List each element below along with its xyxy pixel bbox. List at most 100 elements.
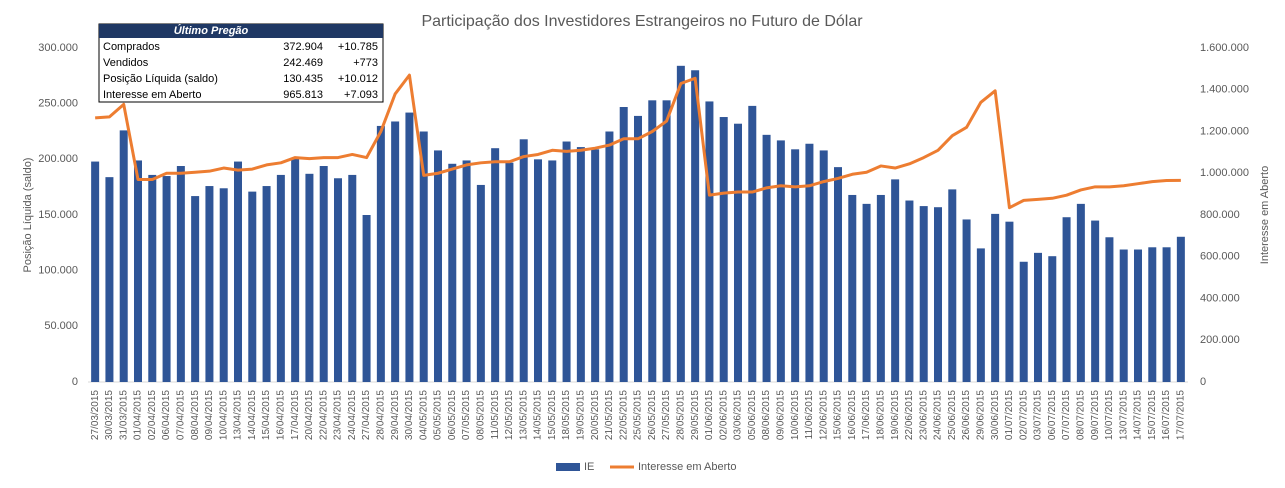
bar (191, 196, 200, 382)
x-tick-label: 10/06/2015 (790, 390, 801, 440)
x-tick-label: 13/04/2015 (233, 390, 244, 440)
x-tick-label: 27/03/2015 (90, 390, 101, 440)
x-tick-label: 17/07/2015 (1175, 390, 1186, 440)
x-tick-label: 24/04/2015 (347, 390, 358, 440)
x-tick-label: 15/07/2015 (1147, 390, 1158, 440)
x-tick-label: 01/07/2015 (1004, 390, 1015, 440)
bar (462, 160, 471, 382)
bar (948, 189, 957, 382)
x-tick-label: 02/07/2015 (1018, 390, 1029, 440)
y2ticks-label: 600.000 (1200, 251, 1240, 263)
x-tick-label: 29/05/2015 (690, 390, 701, 440)
table-cell: Comprados (103, 41, 160, 53)
yticks-label: 150.000 (38, 209, 78, 221)
x-tick-label: 08/04/2015 (190, 390, 201, 440)
bar (1176, 236, 1185, 382)
x-tick-label: 30/06/2015 (990, 390, 1001, 440)
bar (162, 176, 171, 382)
bar (1119, 249, 1128, 382)
x-tick-label: 10/04/2015 (218, 390, 229, 440)
x-tick-label: 06/07/2015 (1047, 390, 1058, 440)
bar (905, 200, 914, 382)
bar (219, 188, 228, 382)
bar (434, 150, 442, 382)
bar (1034, 252, 1042, 382)
x-tick-label: 14/05/2015 (533, 390, 544, 440)
table-header (99, 24, 383, 38)
y2ticks-label: 1.200.000 (1200, 125, 1249, 137)
x-tick-label: 05/06/2015 (747, 390, 758, 440)
x-tick-label: 06/04/2015 (161, 390, 172, 440)
yticks-label: 0 (72, 376, 78, 388)
y2ticks-label: 1.600.000 (1200, 42, 1249, 54)
bar (534, 159, 542, 382)
y2-axis-label: Interesse em Aberto (1259, 166, 1271, 264)
table-cell: Posição Líquida (saldo) (103, 73, 218, 85)
x-tick-label: 30/03/2015 (104, 390, 115, 440)
yticks-label: 100.000 (38, 265, 78, 277)
x-tick-label: 28/05/2015 (675, 390, 686, 440)
legend-label: IE (584, 461, 594, 473)
bar (148, 174, 157, 382)
x-tick-label: 24/06/2015 (933, 390, 944, 440)
x-tick-label: 12/06/2015 (818, 390, 829, 440)
y2ticks-label: 0 (1200, 376, 1206, 388)
bar (1105, 237, 1114, 382)
x-tick-label: 13/05/2015 (518, 390, 529, 440)
x-tick-label: 09/04/2015 (204, 390, 215, 440)
bar (1005, 221, 1014, 382)
bar (119, 130, 128, 382)
bar (876, 194, 885, 382)
x-tick-label: 23/06/2015 (918, 390, 929, 440)
x-tick-label: 14/04/2015 (247, 390, 258, 440)
x-tick-label: 09/07/2015 (1090, 390, 1101, 440)
x-tick-label: 06/05/2015 (447, 390, 458, 440)
x-tick-label: 13/07/2015 (1118, 390, 1129, 440)
y-axis-label: Posição Líquida (saldo) (22, 158, 34, 273)
bar (934, 207, 942, 382)
bar (1134, 249, 1142, 382)
x-tick-label: 31/03/2015 (118, 390, 129, 440)
x-tick-label: 16/07/2015 (1161, 390, 1172, 440)
yticks-label: 200.000 (38, 153, 78, 165)
bar (862, 203, 871, 382)
x-tick-label: 19/06/2015 (890, 390, 901, 440)
bar (576, 147, 585, 382)
bar (1048, 256, 1057, 382)
bar (234, 161, 242, 382)
bar (848, 194, 857, 382)
x-tick-label: 12/05/2015 (504, 390, 515, 440)
x-tick-label: 22/05/2015 (618, 390, 629, 440)
table-cell: 242.469 (283, 57, 323, 69)
x-tick-label: 08/06/2015 (761, 390, 772, 440)
bar (1148, 247, 1157, 382)
x-tick-label: 26/05/2015 (647, 390, 658, 440)
bar (776, 140, 785, 382)
yticks-label: 50.000 (44, 320, 78, 332)
x-tick-label: 25/06/2015 (947, 390, 958, 440)
x-tick-label: 07/07/2015 (1061, 390, 1072, 440)
y2ticks-label: 1.000.000 (1200, 167, 1249, 179)
x-tick-label: 01/06/2015 (704, 390, 715, 440)
y2ticks-label: 400.000 (1200, 292, 1240, 304)
x-tick-label: 27/05/2015 (661, 390, 672, 440)
x-tick-label: 11/05/2015 (490, 390, 501, 440)
bar (362, 215, 371, 382)
bar (834, 167, 842, 382)
bar (734, 123, 742, 382)
bar (691, 70, 700, 383)
bar (248, 191, 257, 382)
table-cell: +773 (353, 57, 378, 69)
bar (505, 162, 514, 382)
y2ticks-label: 800.000 (1200, 209, 1240, 221)
yticks-label: 300.000 (38, 42, 78, 54)
x-tick-label: 30/04/2015 (404, 390, 415, 440)
bar (391, 121, 400, 382)
table-cell: 372.904 (283, 41, 323, 53)
bar (619, 107, 628, 383)
table-title: Último Pregão (174, 24, 249, 37)
x-tick-label: 17/04/2015 (290, 390, 301, 440)
bar (91, 161, 100, 382)
x-tick-label: 20/04/2015 (304, 390, 315, 440)
